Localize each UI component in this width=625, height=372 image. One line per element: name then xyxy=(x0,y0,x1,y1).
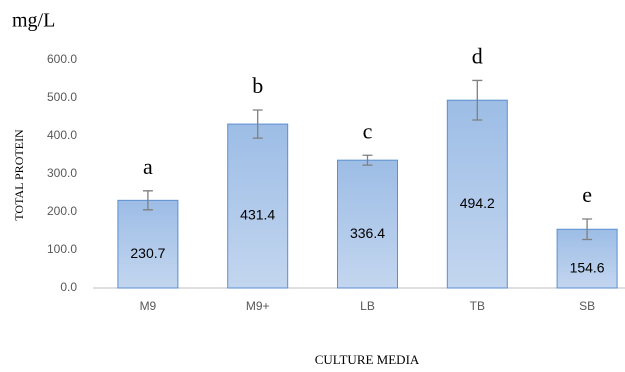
y-axis-label: TOTAL PROTEIN xyxy=(12,129,26,221)
x-tick-label: M9 xyxy=(140,299,157,313)
value-label: 336.4 xyxy=(350,225,385,241)
group-letter: e xyxy=(582,182,592,207)
x-tick-label: SB xyxy=(579,299,595,313)
x-tick-label: LB xyxy=(360,299,375,313)
bar xyxy=(227,123,289,289)
group-letter: d xyxy=(472,43,483,68)
bar xyxy=(337,159,398,289)
y-tick-label: 100.0 xyxy=(47,242,77,256)
x-tick-label: M9+ xyxy=(246,299,270,313)
error-bar xyxy=(582,218,593,241)
group-letter: a xyxy=(143,154,153,179)
y-tick-label: 600.0 xyxy=(47,52,77,66)
y-tick-label: 300.0 xyxy=(47,166,77,180)
value-label: 431.4 xyxy=(240,207,275,223)
value-label: 494.2 xyxy=(460,195,495,211)
value-label: 230.7 xyxy=(130,245,165,261)
error-bar xyxy=(142,190,153,211)
y-tick-label: 400.0 xyxy=(47,128,77,142)
y-tick-label: 0.0 xyxy=(60,280,77,294)
x-tick-label: TB xyxy=(470,299,485,313)
error-bar xyxy=(362,154,373,166)
x-axis-label: CULTURE MEDIA xyxy=(315,352,420,367)
error-bar xyxy=(252,109,263,139)
value-label: 154.6 xyxy=(570,259,605,275)
y-tick-label: 200.0 xyxy=(47,204,77,218)
bar xyxy=(446,99,508,289)
group-letter: b xyxy=(252,73,263,98)
error-bar xyxy=(472,79,483,121)
y-tick-label: 500.0 xyxy=(47,90,77,104)
bar xyxy=(117,199,179,289)
unit-label: mg/L xyxy=(12,10,55,32)
group-letter: c xyxy=(363,118,373,143)
